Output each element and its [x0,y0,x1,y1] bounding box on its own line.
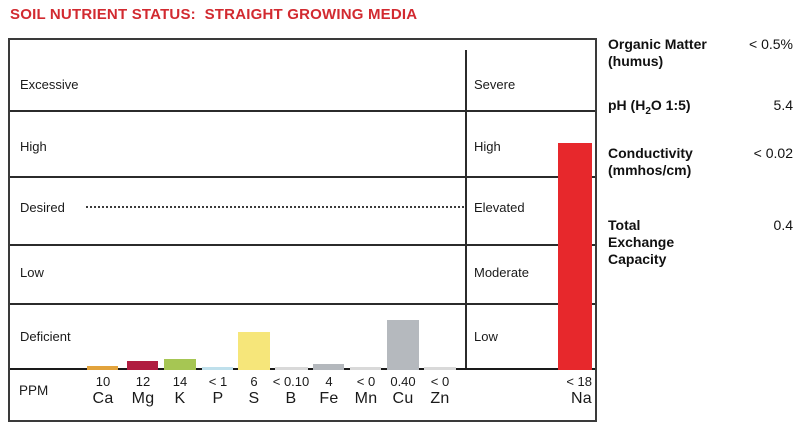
ppm-axis-label: PPM [19,383,49,398]
right-band-label-low: Low [474,329,498,344]
bar-fe [313,364,344,370]
ph-label-post: O 1:5) [650,97,691,113]
left-band-label-high: High [20,139,47,154]
organic-matter-label-line2: (humus) [608,53,664,69]
conductivity-label-line1: Conductivity [608,145,693,161]
left-band-label-low: Low [20,265,44,280]
tick-b: < 0.10 B [268,374,314,408]
bar-ca [87,366,118,370]
symbol-fe: Fe [319,390,339,407]
value-p: < 1 [208,374,228,389]
organic-matter-value: < 0.5% [749,36,793,52]
bar-mn [350,367,381,370]
bar-zn [424,367,456,370]
tick-mn: < 0 Mn [343,374,389,408]
symbol-mn: Mn [354,390,378,407]
right-band-label-severe: Severe [474,77,516,92]
value-fe: 4 [325,374,333,389]
bar-cu [387,320,419,370]
symbol-p: P [212,390,224,407]
tick-p: < 1 P [195,374,241,408]
tick-mg: 12 Mg [120,374,166,408]
value-ca: 10 [95,374,111,389]
tick-cu: 0.40 Cu [380,374,426,408]
band-divider-high-desired [10,176,595,178]
band-divider-desired-low [10,244,595,246]
tec-label-line2: Exchange [608,234,675,250]
summary-row-ph: pH (H2O 1:5) 5.4 [608,97,795,120]
ph-label-pre: pH (H [608,97,646,113]
bar-s [238,332,270,370]
band-divider-excessive-high [10,110,595,112]
bar-na [558,143,592,370]
symbol-ca: Ca [92,390,114,407]
value-s: 6 [250,374,258,389]
total-exchange-capacity-value: 0.4 [773,217,793,233]
band-divider-low-deficient [10,303,595,305]
bar-b [275,367,308,370]
symbol-zn: Zn [430,390,450,407]
soil-nutrient-chart: Excessive High Desired Low Deficient Sev… [8,38,597,422]
ph-label: pH (H2O 1:5) [608,97,691,120]
value-mg: 12 [135,374,151,389]
page-title: SOIL NUTRIENT STATUS: STRAIGHT GROWING M… [10,6,418,23]
conductivity-label-line2: (mmhos/cm) [608,162,692,178]
value-mn: < 0 [356,374,376,389]
left-band-label-deficient: Deficient [20,329,71,344]
tick-na: < 18 Na [542,374,592,408]
symbol-k: K [174,390,186,407]
value-b: < 0.10 [272,374,310,389]
value-k: 14 [172,374,188,389]
sodium-section-divider [465,50,467,370]
tec-label-line3: Capacity [608,251,667,267]
bar-p [202,367,233,370]
symbol-s: S [248,390,260,407]
total-exchange-capacity-label: Total Exchange Capacity [608,217,674,268]
symbol-b: B [285,390,297,407]
summary-row-conductivity: Conductivity (mmhos/cm) < 0.02 [608,145,795,179]
ph-value: 5.4 [773,97,793,113]
bar-k [164,359,196,370]
symbol-na: Na [570,390,592,407]
right-band-label-elevated: Elevated [474,200,525,215]
summary-row-organic-matter: Organic Matter (humus) < 0.5% [608,36,795,70]
bar-mg [127,361,158,370]
right-band-label-high: High [474,139,501,154]
ph-label-subscript: 2 [645,105,651,117]
summary-panel: Organic Matter (humus) < 0.5% pH (H2O 1:… [608,0,795,432]
left-band-label-excessive: Excessive [20,77,79,92]
conductivity-label: Conductivity (mmhos/cm) [608,145,693,179]
organic-matter-label-line1: Organic Matter [608,36,707,52]
tick-k: 14 K [157,374,203,408]
tick-zn: < 0 Zn [417,374,463,408]
conductivity-value: < 0.02 [753,145,793,161]
organic-matter-label: Organic Matter (humus) [608,36,707,70]
value-cu: 0.40 [390,374,416,389]
tick-ca: 10 Ca [80,374,126,408]
left-band-label-desired: Desired [20,200,65,215]
value-na: < 18 [566,374,592,389]
right-band-label-moderate: Moderate [474,265,529,280]
summary-row-total-exchange-capacity: Total Exchange Capacity 0.4 [608,217,795,268]
symbol-mg: Mg [131,390,155,407]
value-zn: < 0 [430,374,450,389]
tick-s: 6 S [231,374,277,408]
desired-dotted-line [86,206,464,208]
tec-label-line1: Total [608,217,641,233]
symbol-cu: Cu [392,390,414,407]
tick-fe: 4 Fe [306,374,352,408]
